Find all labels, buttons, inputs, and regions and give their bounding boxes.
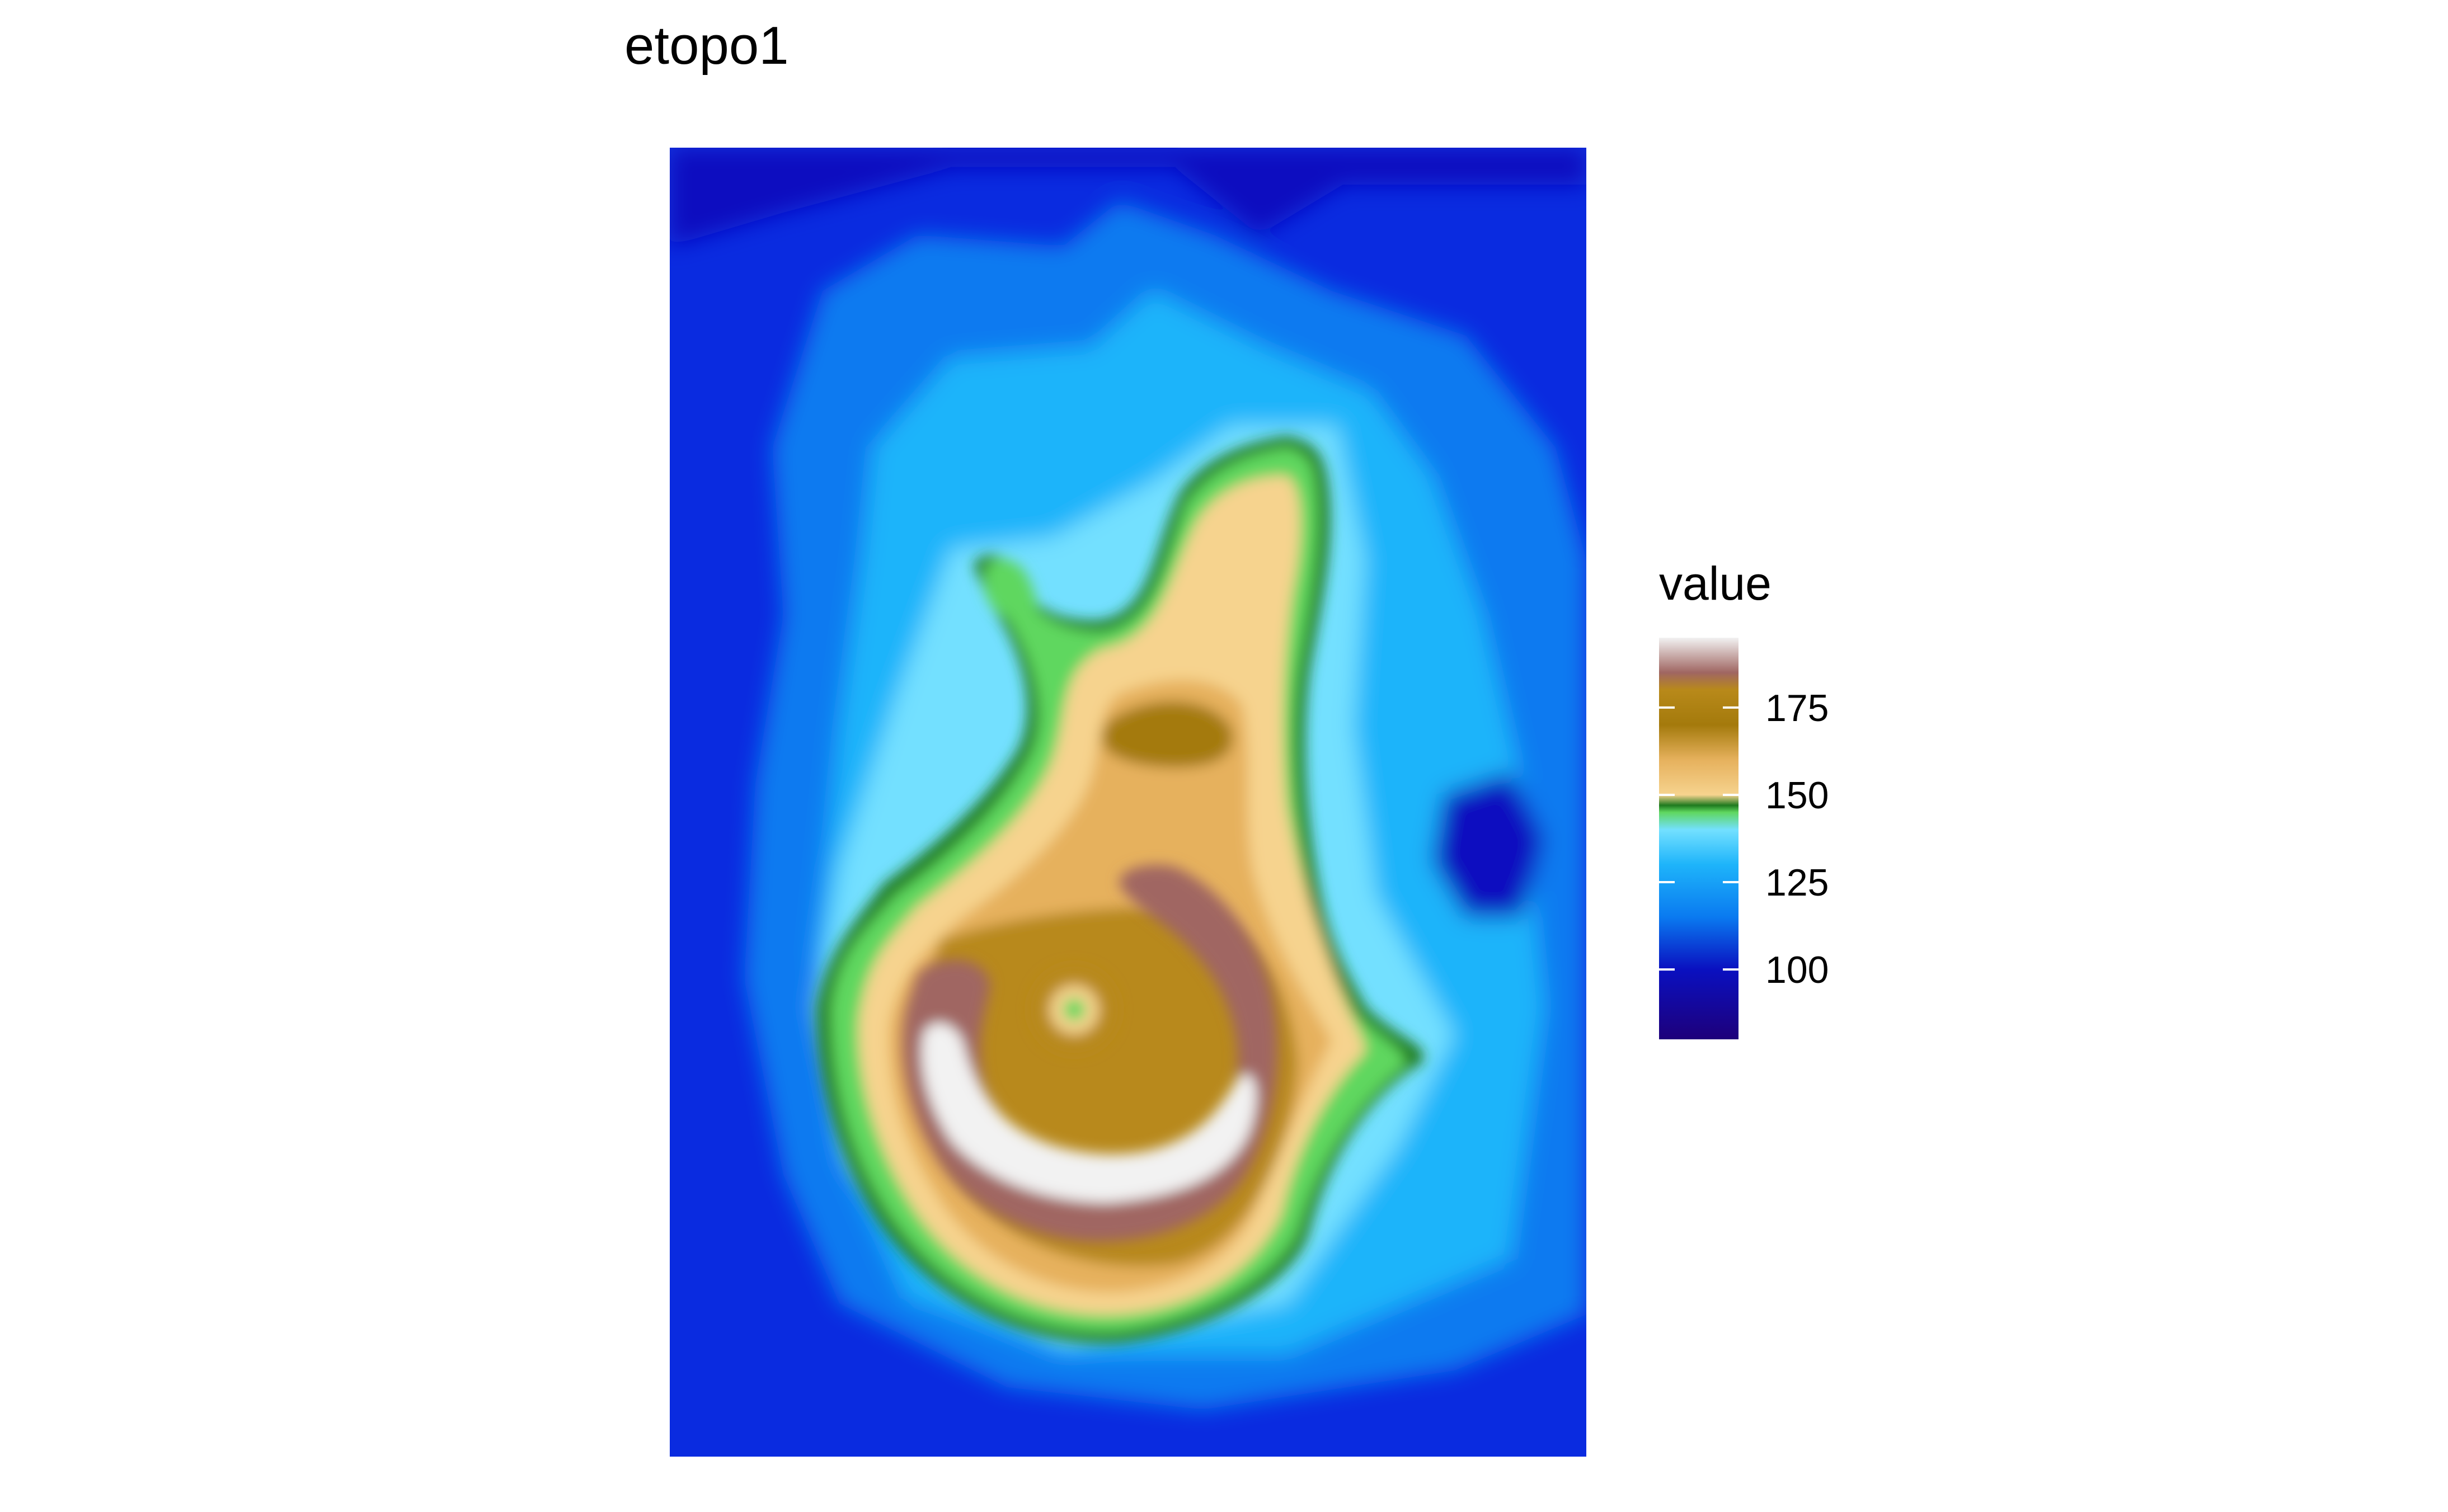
white-summit xyxy=(922,1023,1256,1203)
legend-colorbar xyxy=(1659,638,1738,1039)
chart-title: etopo1 xyxy=(624,16,789,76)
legend: value 100 125 150 175 xyxy=(1659,557,1829,1039)
islet-northwest xyxy=(985,559,1037,621)
summit-layers xyxy=(902,865,1278,1242)
legend-tick-label: 100 xyxy=(1765,949,1829,991)
basin-east xyxy=(1432,772,1544,917)
legend-tick-label: 150 xyxy=(1765,774,1829,817)
deep-water-band xyxy=(670,148,1586,246)
legend-tick-label: 175 xyxy=(1765,687,1829,729)
legend-tick-label: 125 xyxy=(1765,861,1829,904)
heatmap-raster xyxy=(670,148,1586,1457)
legend-title: value xyxy=(1659,557,1772,610)
crater-center xyxy=(1063,998,1086,1021)
legend-ticks: 100 125 150 175 xyxy=(1659,687,1829,991)
olive-core-north xyxy=(1101,701,1233,768)
